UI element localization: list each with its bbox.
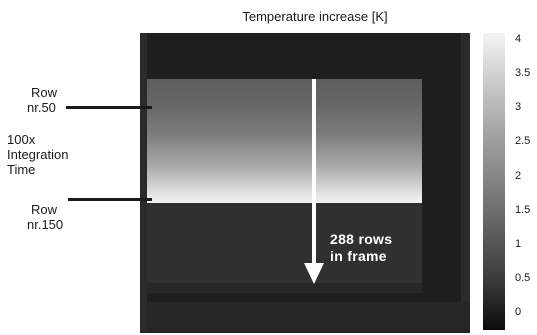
integ-label-line1: 100x [7,132,68,147]
row-50-label-line2: nr.50 [27,100,57,115]
down-arrow-shaft [312,79,316,265]
integ-label-line3: Time [7,162,68,177]
colorbar [483,33,505,330]
colorbar-tick-3.5: 3.5 [515,67,530,79]
frame-border-bottom [147,302,470,333]
row-150-label-line2: nr.150 [27,217,63,232]
row-50-label: Row nr.50 [27,85,57,115]
row-150-label-line1: Row [27,202,63,217]
integ-label-line2: Integration [7,147,68,162]
colorbar-tick-3: 3 [515,101,521,113]
rows-label-line1: 288 rows [330,231,392,248]
row-50-label-line1: Row [27,85,57,100]
frame-border-right [461,33,470,333]
rows-in-frame-label: 288 rows in frame [330,231,392,265]
cold-region-edge [147,283,422,293]
colorbar-tick-2: 2 [515,170,521,182]
integration-time-label: 100x Integration Time [7,132,68,177]
row-50-marker-line [66,106,152,109]
colorbar-tick-1: 1 [515,238,521,250]
rows-label-line2: in frame [330,248,392,265]
heated-band [147,79,422,203]
row-150-label: Row nr.150 [27,202,63,232]
colorbar-tick-4: 4 [515,33,521,45]
image-title: Temperature increase [K] [220,9,410,24]
frame-border-left [140,33,147,333]
colorbar-tick-2.5: 2.5 [515,135,530,147]
colorbar-tick-0: 0 [515,306,521,318]
colorbar-tick-1.5: 1.5 [515,204,530,216]
colorbar-tick-0.5: 0.5 [515,272,530,284]
down-arrow-head [304,263,324,284]
row-150-marker-line [68,198,152,201]
